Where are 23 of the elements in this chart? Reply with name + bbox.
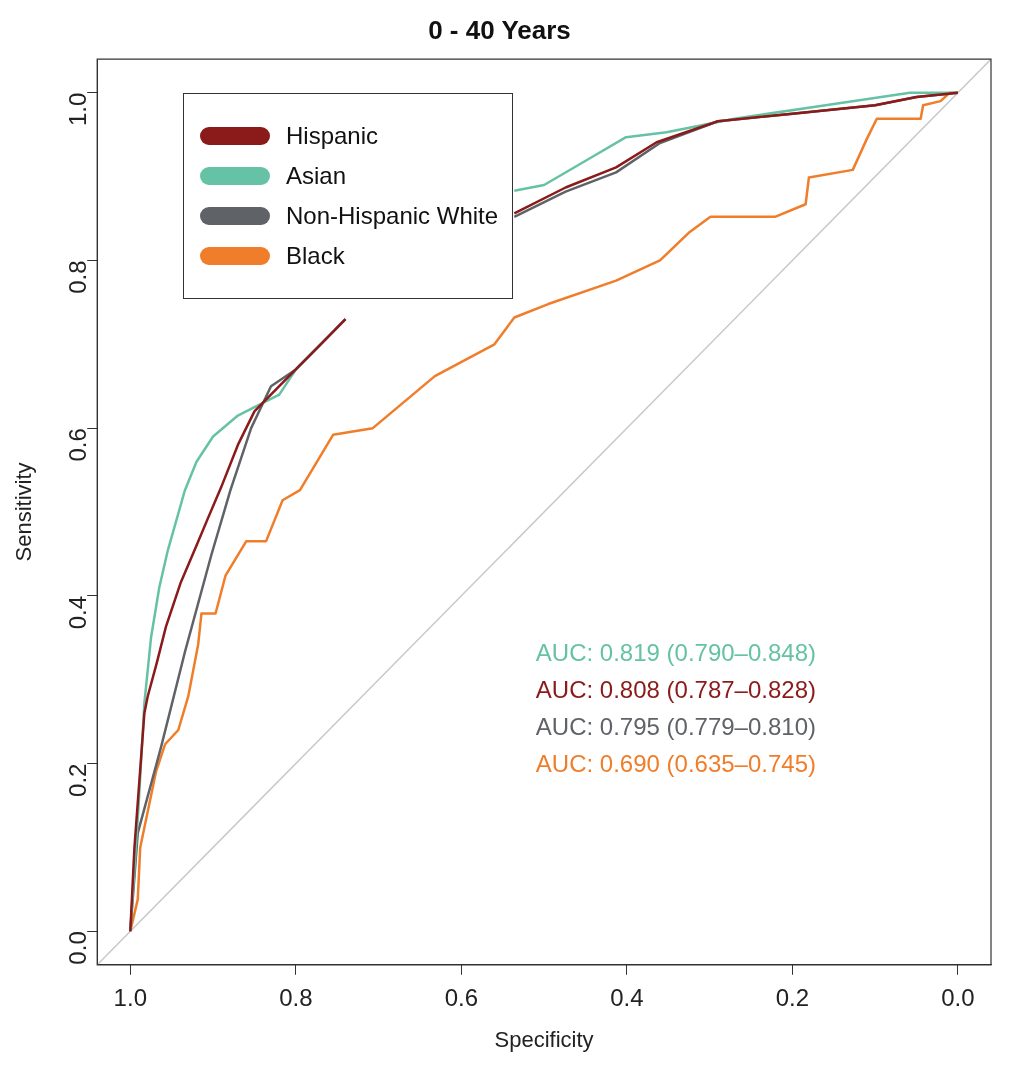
legend-label: Hispanic [286,122,379,150]
annotation: AUC: 0.808 (0.787–0.828) [535,676,817,704]
annotation: AUC: 0.795 (0.779–0.810) [535,713,817,741]
x-tick-label: 1.0 [113,983,147,1011]
legend-label: Black [286,242,345,270]
annotation: AUC: 0.819 (0.790–0.848) [535,639,817,667]
legend-label: Non-Hispanic White [286,202,499,230]
y-tick-label: 0.0 [63,931,91,965]
y-axis-title: Sensitivity [11,462,37,562]
y-tick-label: 0.4 [63,595,91,630]
legend-label: Asian [286,162,347,190]
x-tick-label: 0.8 [279,983,313,1011]
annotation: AUC: 0.690 (0.635–0.745) [535,750,817,778]
x-tick-label: 0.4 [610,983,644,1011]
y-tick-label: 0.2 [63,763,91,797]
chart-title: 0 - 40 Years [428,14,571,45]
x-tick-label: 0.0 [941,983,975,1011]
y-tick-label: 1.0 [63,92,91,127]
x-tick-label: 0.6 [444,983,479,1011]
x-axis-title: Specificity [494,1026,594,1052]
y-tick-label: 0.8 [63,260,91,294]
y-tick-label: 0.6 [63,428,91,462]
x-tick-label: 0.2 [775,983,810,1011]
